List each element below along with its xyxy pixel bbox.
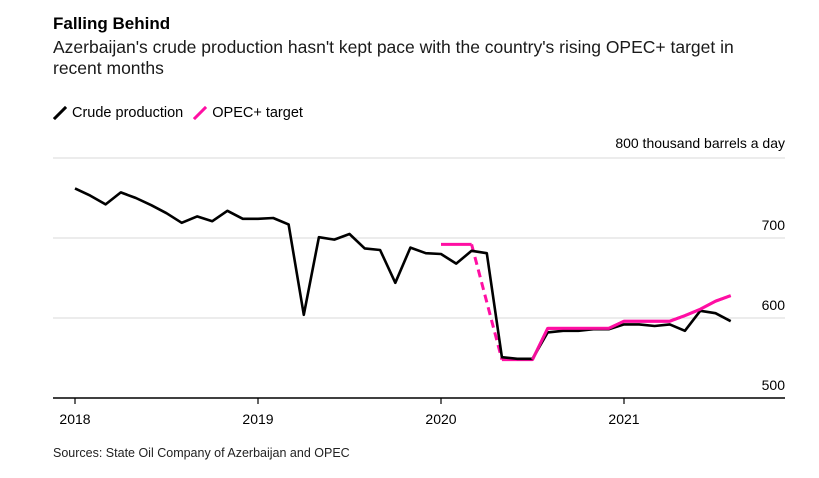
y-tick-label: 700: [762, 217, 786, 233]
x-tick-label: 2021: [608, 411, 639, 427]
line-chart: 500 600 700 800 thousand barrels a day 2018 2…: [53, 135, 786, 427]
x-tick-label: 2018: [59, 411, 90, 427]
y-unit-label: 800 thousand barrels a day: [615, 135, 785, 151]
series-line-opec-target-dashed: [470, 244, 504, 360]
chart-title: Falling Behind: [53, 14, 171, 33]
x-tick-label: 2019: [242, 411, 273, 427]
source-note: Sources: State Oil Company of Azerbaijan…: [53, 446, 350, 460]
legend-item-opec: OPEC+ target: [193, 105, 303, 121]
series-line-opec-target-overlay: [531, 294, 732, 361]
y-tick-label: 600: [762, 297, 786, 313]
y-tick-label: 500: [762, 377, 786, 393]
legend-item-crude: Crude production: [53, 105, 183, 121]
legend-label-crude: Crude production: [72, 105, 184, 121]
legend-label-opec: OPEC+ target: [212, 105, 303, 121]
x-tick-label: 2020: [425, 411, 456, 427]
chart-subtitle: Azerbaijan's crude production hasn't kep…: [53, 37, 734, 78]
series-line-crude-production: [74, 187, 732, 361]
legend-swatch-crude-icon: [53, 106, 67, 120]
legend: Crude production OPEC+ target: [53, 105, 313, 121]
legend-swatch-opec-icon: [193, 106, 208, 120]
